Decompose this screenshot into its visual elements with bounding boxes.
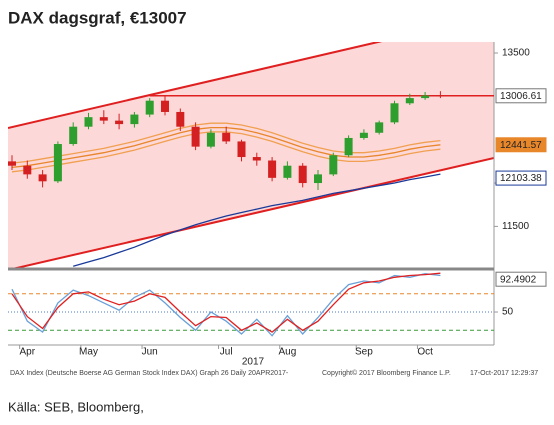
value-box [495, 271, 547, 287]
x-tick-label: Apr [20, 347, 36, 358]
channel-fill [8, 42, 494, 268]
candle-body [23, 165, 32, 175]
candle-body [38, 174, 47, 182]
value-box-label: 12441.57 [500, 140, 542, 151]
line [11, 273, 441, 337]
candle-body [298, 165, 307, 184]
line [73, 173, 441, 267]
line [11, 122, 441, 164]
candle-body [115, 120, 124, 125]
candle-body [206, 132, 215, 147]
footer: 17-Oct-2017 12:29:37 [470, 370, 538, 377]
source: Källa: SEB, Bloomberg, [8, 399, 144, 414]
candle-body [69, 126, 78, 145]
candle-body [145, 100, 154, 115]
x-tick-label: Jun [142, 347, 158, 358]
plot [8, 91, 494, 267]
candle-body [237, 141, 246, 158]
x-tick-label: Sep [355, 347, 373, 358]
candle-body [252, 157, 261, 161]
x-tick-label: Oct [417, 347, 433, 358]
candle-body [390, 103, 399, 123]
candle-body [329, 155, 338, 175]
candle-body [405, 98, 414, 104]
channel-upper [8, 42, 383, 129]
candle-body [222, 132, 231, 142]
candle-body [130, 114, 139, 125]
value-box [495, 170, 547, 186]
value-box-label: 92.4902 [500, 274, 537, 285]
candle-body [268, 160, 277, 178]
candle-body [344, 137, 353, 156]
candle-body [84, 117, 93, 127]
value-box-label: 13006.61 [500, 91, 542, 102]
title: DAX dagsgraf, €13007 [8, 8, 187, 27]
candle-body [283, 165, 292, 178]
y-tick-label: 50 [502, 307, 514, 318]
candle-body [375, 122, 384, 133]
value-box [495, 137, 547, 153]
candle-body [359, 132, 368, 138]
candle-body [53, 144, 62, 182]
y-tick-label: 11500 [502, 221, 530, 232]
value-box-label: 12103.38 [500, 173, 542, 184]
footer: Copyright© 2017 Bloomberg Finance L.P. [322, 369, 451, 377]
footer: DAX Index (Deutsche Boerse AG German Sto… [10, 370, 289, 377]
y-tick-label: 13500 [502, 48, 530, 59]
x-axis-label: 2017 [242, 357, 265, 368]
candle-body [421, 95, 430, 99]
channel-lower [12, 157, 494, 268]
candle-body [191, 126, 200, 147]
x-tick-label: Aug [279, 347, 297, 358]
candle-body [314, 174, 322, 184]
line [11, 272, 441, 333]
x-tick-label: Jul [220, 347, 233, 358]
value-box [495, 88, 547, 104]
candle-body [161, 100, 169, 112]
candle-body [8, 161, 16, 166]
x-tick-label: May [79, 347, 98, 358]
candle-body [436, 95, 445, 97]
candle-body [176, 111, 185, 127]
channel [8, 42, 494, 268]
candle-body [99, 117, 108, 121]
